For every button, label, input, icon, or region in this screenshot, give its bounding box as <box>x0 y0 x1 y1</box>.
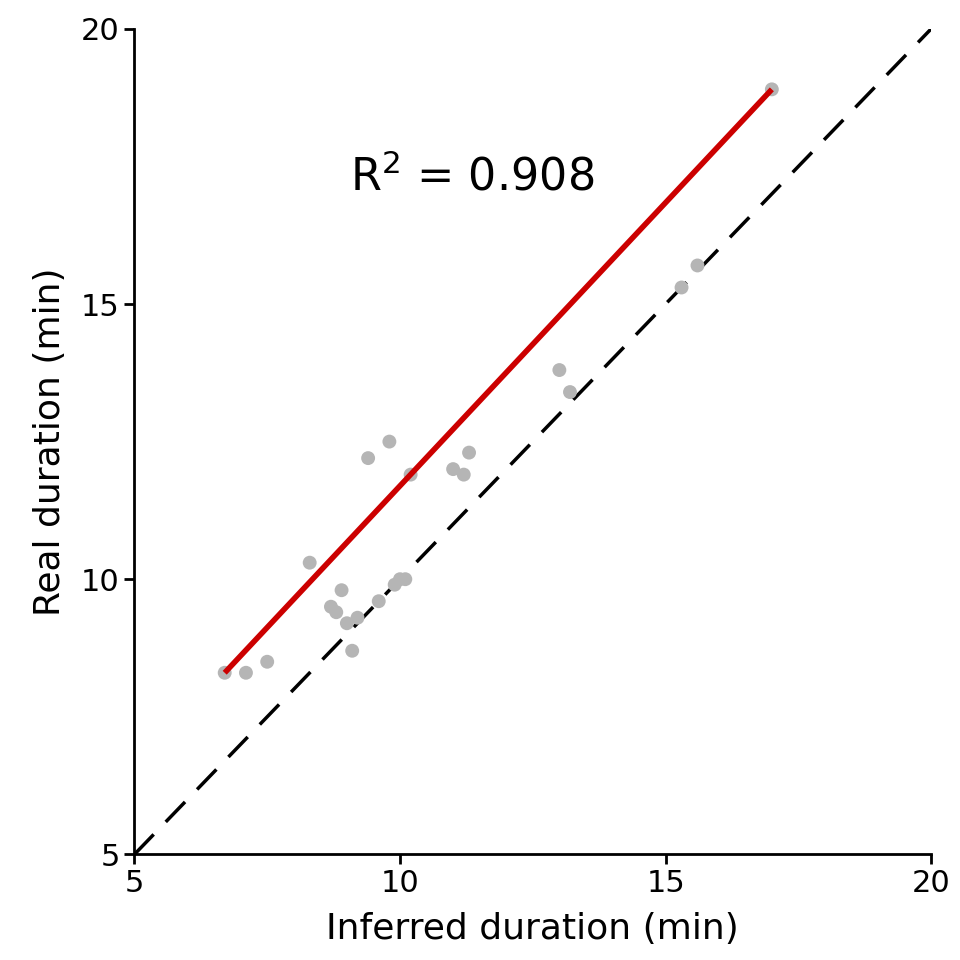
Point <box>387 577 402 592</box>
Point <box>328 605 344 620</box>
Point <box>217 665 232 681</box>
Point <box>324 599 339 614</box>
Point <box>403 467 419 482</box>
Point <box>302 555 318 570</box>
Point <box>339 615 354 631</box>
Point <box>764 82 780 97</box>
Point <box>259 654 275 669</box>
X-axis label: Inferred duration (min): Inferred duration (min) <box>326 912 739 946</box>
Point <box>372 593 387 609</box>
Point <box>334 583 349 598</box>
Text: R$^2$ = 0.908: R$^2$ = 0.908 <box>349 156 594 200</box>
Point <box>445 462 461 477</box>
Point <box>393 571 408 587</box>
Point <box>345 643 360 659</box>
Point <box>690 258 706 274</box>
Point <box>462 444 477 460</box>
Y-axis label: Real duration (min): Real duration (min) <box>34 267 67 616</box>
Point <box>349 610 365 625</box>
Point <box>382 434 397 449</box>
Point <box>563 384 578 399</box>
Point <box>552 362 567 377</box>
Point <box>456 467 471 482</box>
Point <box>674 279 689 295</box>
Point <box>360 450 375 466</box>
Point <box>238 665 253 681</box>
Point <box>397 571 413 587</box>
